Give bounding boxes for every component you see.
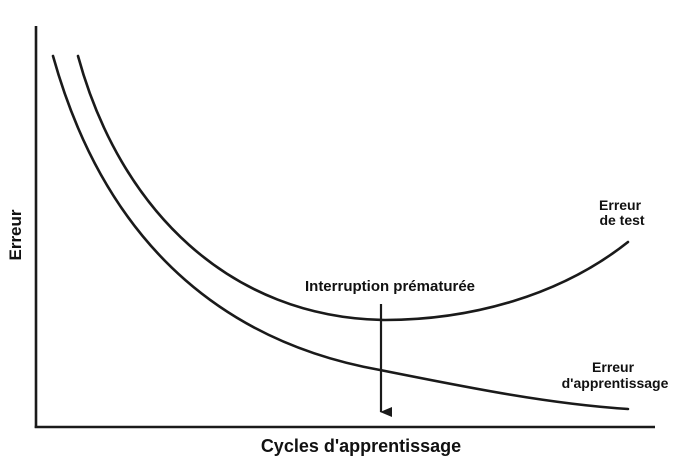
- test-error-curve: [76, 54, 630, 322]
- y-axis-title: Erreur: [6, 209, 25, 260]
- test-error-label-line1: Erreur: [599, 197, 642, 213]
- training-error-label-line2: d'apprentissage: [562, 375, 669, 391]
- test-error-label-line2: de test: [599, 212, 644, 228]
- training-error-label-line1: Erreur: [592, 359, 635, 375]
- training-error-label: Erreur d'apprentissage: [562, 359, 669, 391]
- training-error-curve: [51, 54, 630, 411]
- early-stopping-label: Interruption prématurée: [305, 278, 475, 295]
- test-error-label: Erreur de test: [599, 197, 645, 228]
- x-axis-title: Cycles d'apprentissage: [261, 436, 461, 456]
